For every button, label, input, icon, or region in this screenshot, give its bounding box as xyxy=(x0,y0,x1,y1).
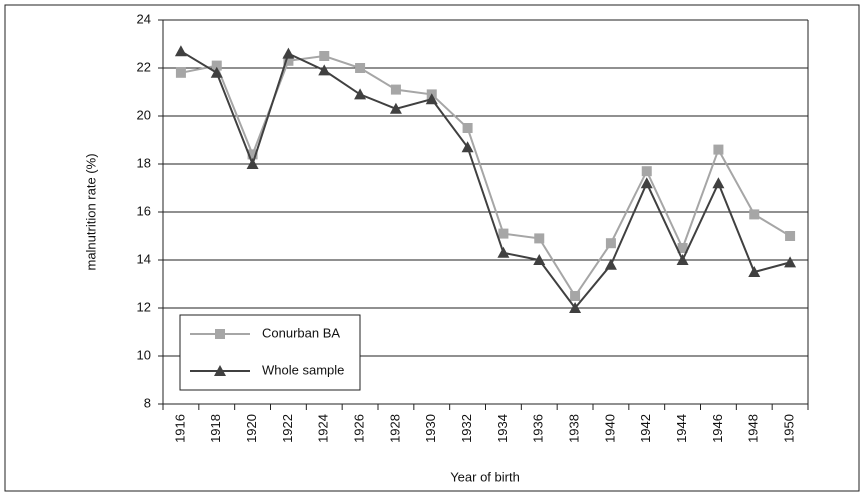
x-tick-label: 1926 xyxy=(352,414,367,443)
data-point xyxy=(282,47,295,59)
x-tick-label: 1920 xyxy=(244,414,259,443)
x-tick-label: 1940 xyxy=(602,414,617,443)
series-line xyxy=(180,54,791,298)
legend-marker xyxy=(214,365,226,376)
data-point xyxy=(749,209,760,220)
y-tick-label: 18 xyxy=(137,155,151,170)
x-tick-label: 1946 xyxy=(710,414,725,443)
y-tick-label: 22 xyxy=(137,59,151,74)
data-point xyxy=(247,149,258,160)
legend-marker xyxy=(215,329,225,339)
y-axis-label: malnutrition rate (%) xyxy=(83,153,98,270)
data-point xyxy=(712,177,725,189)
data-point xyxy=(355,63,366,73)
y-tick-label: 14 xyxy=(137,251,151,266)
data-point xyxy=(498,228,509,239)
legend-label: Whole sample xyxy=(262,362,344,377)
data-point xyxy=(676,254,689,265)
x-axis-label: Year of birth xyxy=(450,469,520,484)
data-point xyxy=(713,144,724,155)
data-point xyxy=(425,93,438,105)
data-point xyxy=(211,60,222,71)
data-point xyxy=(784,256,797,268)
data-point xyxy=(175,67,186,78)
data-point xyxy=(318,64,331,76)
x-tick-label: 1922 xyxy=(280,414,295,443)
data-point xyxy=(462,123,473,133)
data-point xyxy=(605,238,616,249)
data-point xyxy=(497,246,510,258)
y-tick-label: 8 xyxy=(144,395,151,410)
y-tick-label: 10 xyxy=(137,347,151,362)
y-tick-label: 12 xyxy=(137,299,151,314)
x-tick-label: 1930 xyxy=(423,414,438,443)
data-point xyxy=(174,45,187,57)
x-tick-label: 1942 xyxy=(638,414,653,443)
data-point xyxy=(210,66,223,78)
legend-box xyxy=(179,314,361,391)
x-tick-label: 1928 xyxy=(387,414,402,443)
data-point xyxy=(748,266,761,277)
chart-frame xyxy=(4,4,860,492)
x-tick-label: 1916 xyxy=(172,414,187,443)
data-point xyxy=(246,158,259,169)
x-tick-label: 1934 xyxy=(495,414,510,443)
data-point xyxy=(569,302,582,313)
data-point xyxy=(534,233,545,244)
y-tick-label: 20 xyxy=(137,107,151,122)
x-tick-label: 1950 xyxy=(782,414,797,443)
data-point xyxy=(533,254,546,265)
data-point xyxy=(570,291,581,301)
x-tick-label: 1924 xyxy=(316,414,331,443)
y-tick-label: 24 xyxy=(137,11,151,26)
x-tick-label: 1948 xyxy=(746,414,761,443)
data-point xyxy=(677,243,688,253)
data-point xyxy=(354,88,367,100)
data-point xyxy=(389,102,402,114)
data-point xyxy=(785,231,796,241)
x-tick-label: 1938 xyxy=(567,414,582,443)
x-tick-label: 1936 xyxy=(531,414,546,443)
legend-label: Conurban BA xyxy=(262,325,340,340)
data-point xyxy=(283,55,294,66)
x-tick-label: 1944 xyxy=(674,414,689,443)
x-tick-label: 1932 xyxy=(459,414,474,443)
series-line xyxy=(180,50,791,310)
data-point xyxy=(641,166,652,177)
data-point xyxy=(461,141,474,153)
data-point xyxy=(604,258,617,270)
data-point xyxy=(640,177,653,189)
y-tick-label: 16 xyxy=(137,203,151,218)
x-tick-label: 1918 xyxy=(208,414,223,443)
data-point xyxy=(390,84,401,95)
data-point xyxy=(319,51,330,61)
